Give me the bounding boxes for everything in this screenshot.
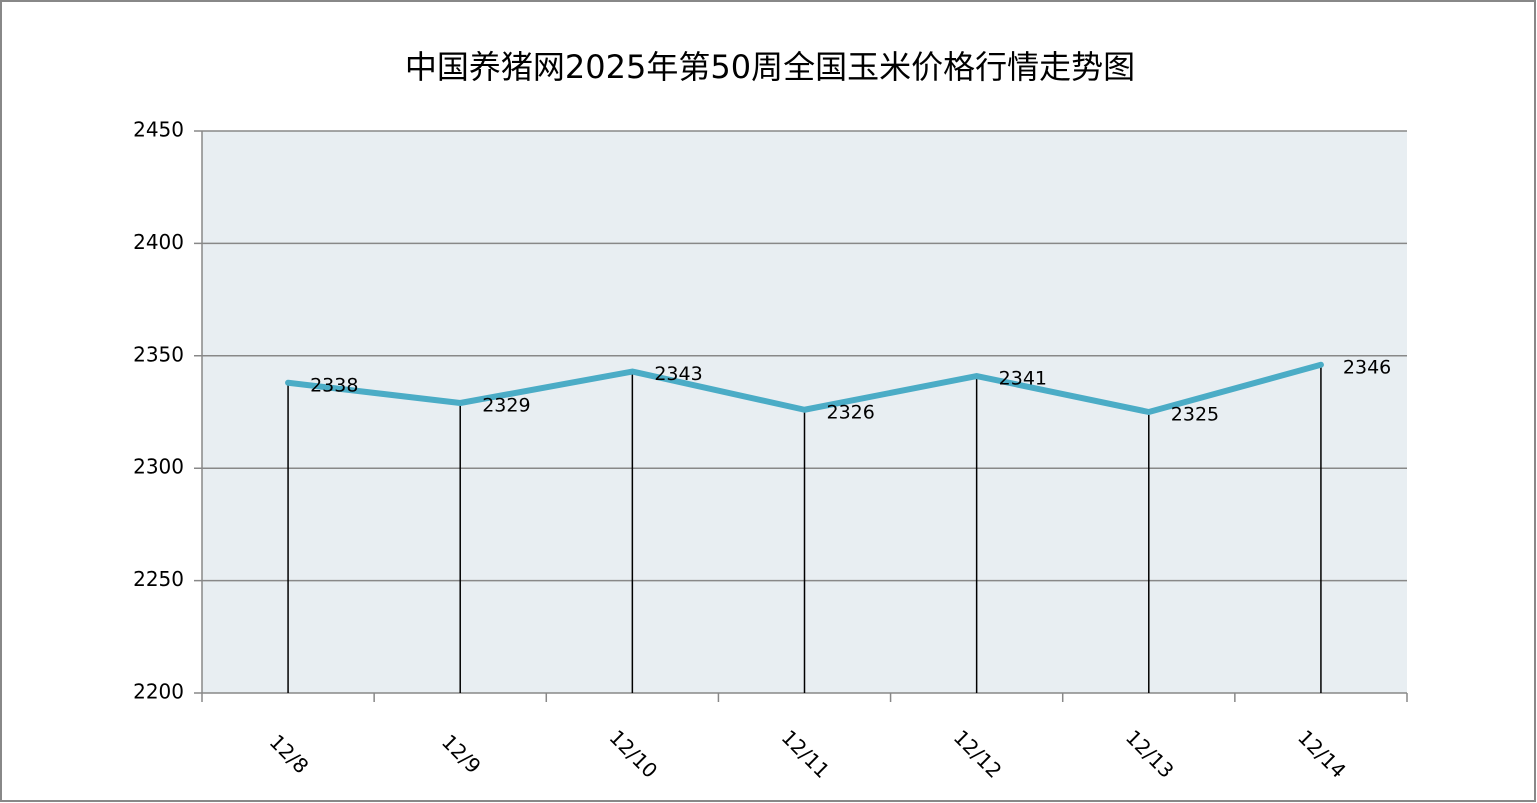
data-label: 2338: [310, 374, 358, 396]
y-tick-label: 2250: [133, 567, 184, 591]
data-label: 2341: [999, 368, 1047, 390]
data-label: 2326: [827, 401, 875, 423]
y-tick-label: 2200: [133, 680, 184, 704]
line: [285, 361, 1324, 415]
data-label: 2329: [482, 395, 530, 417]
chart-title: 中国养猪网2025年第50周全国玉米价格行情走势图: [405, 48, 1135, 86]
y-tick-label: 2450: [133, 118, 184, 142]
y-tick-label: 2400: [133, 230, 184, 254]
data-label: 2343: [654, 363, 702, 385]
y-tick-label: 2300: [133, 455, 184, 479]
y-tick-label: 2350: [133, 342, 184, 366]
data-label: 2346: [1343, 356, 1391, 378]
data-label: 2325: [1171, 404, 1219, 426]
